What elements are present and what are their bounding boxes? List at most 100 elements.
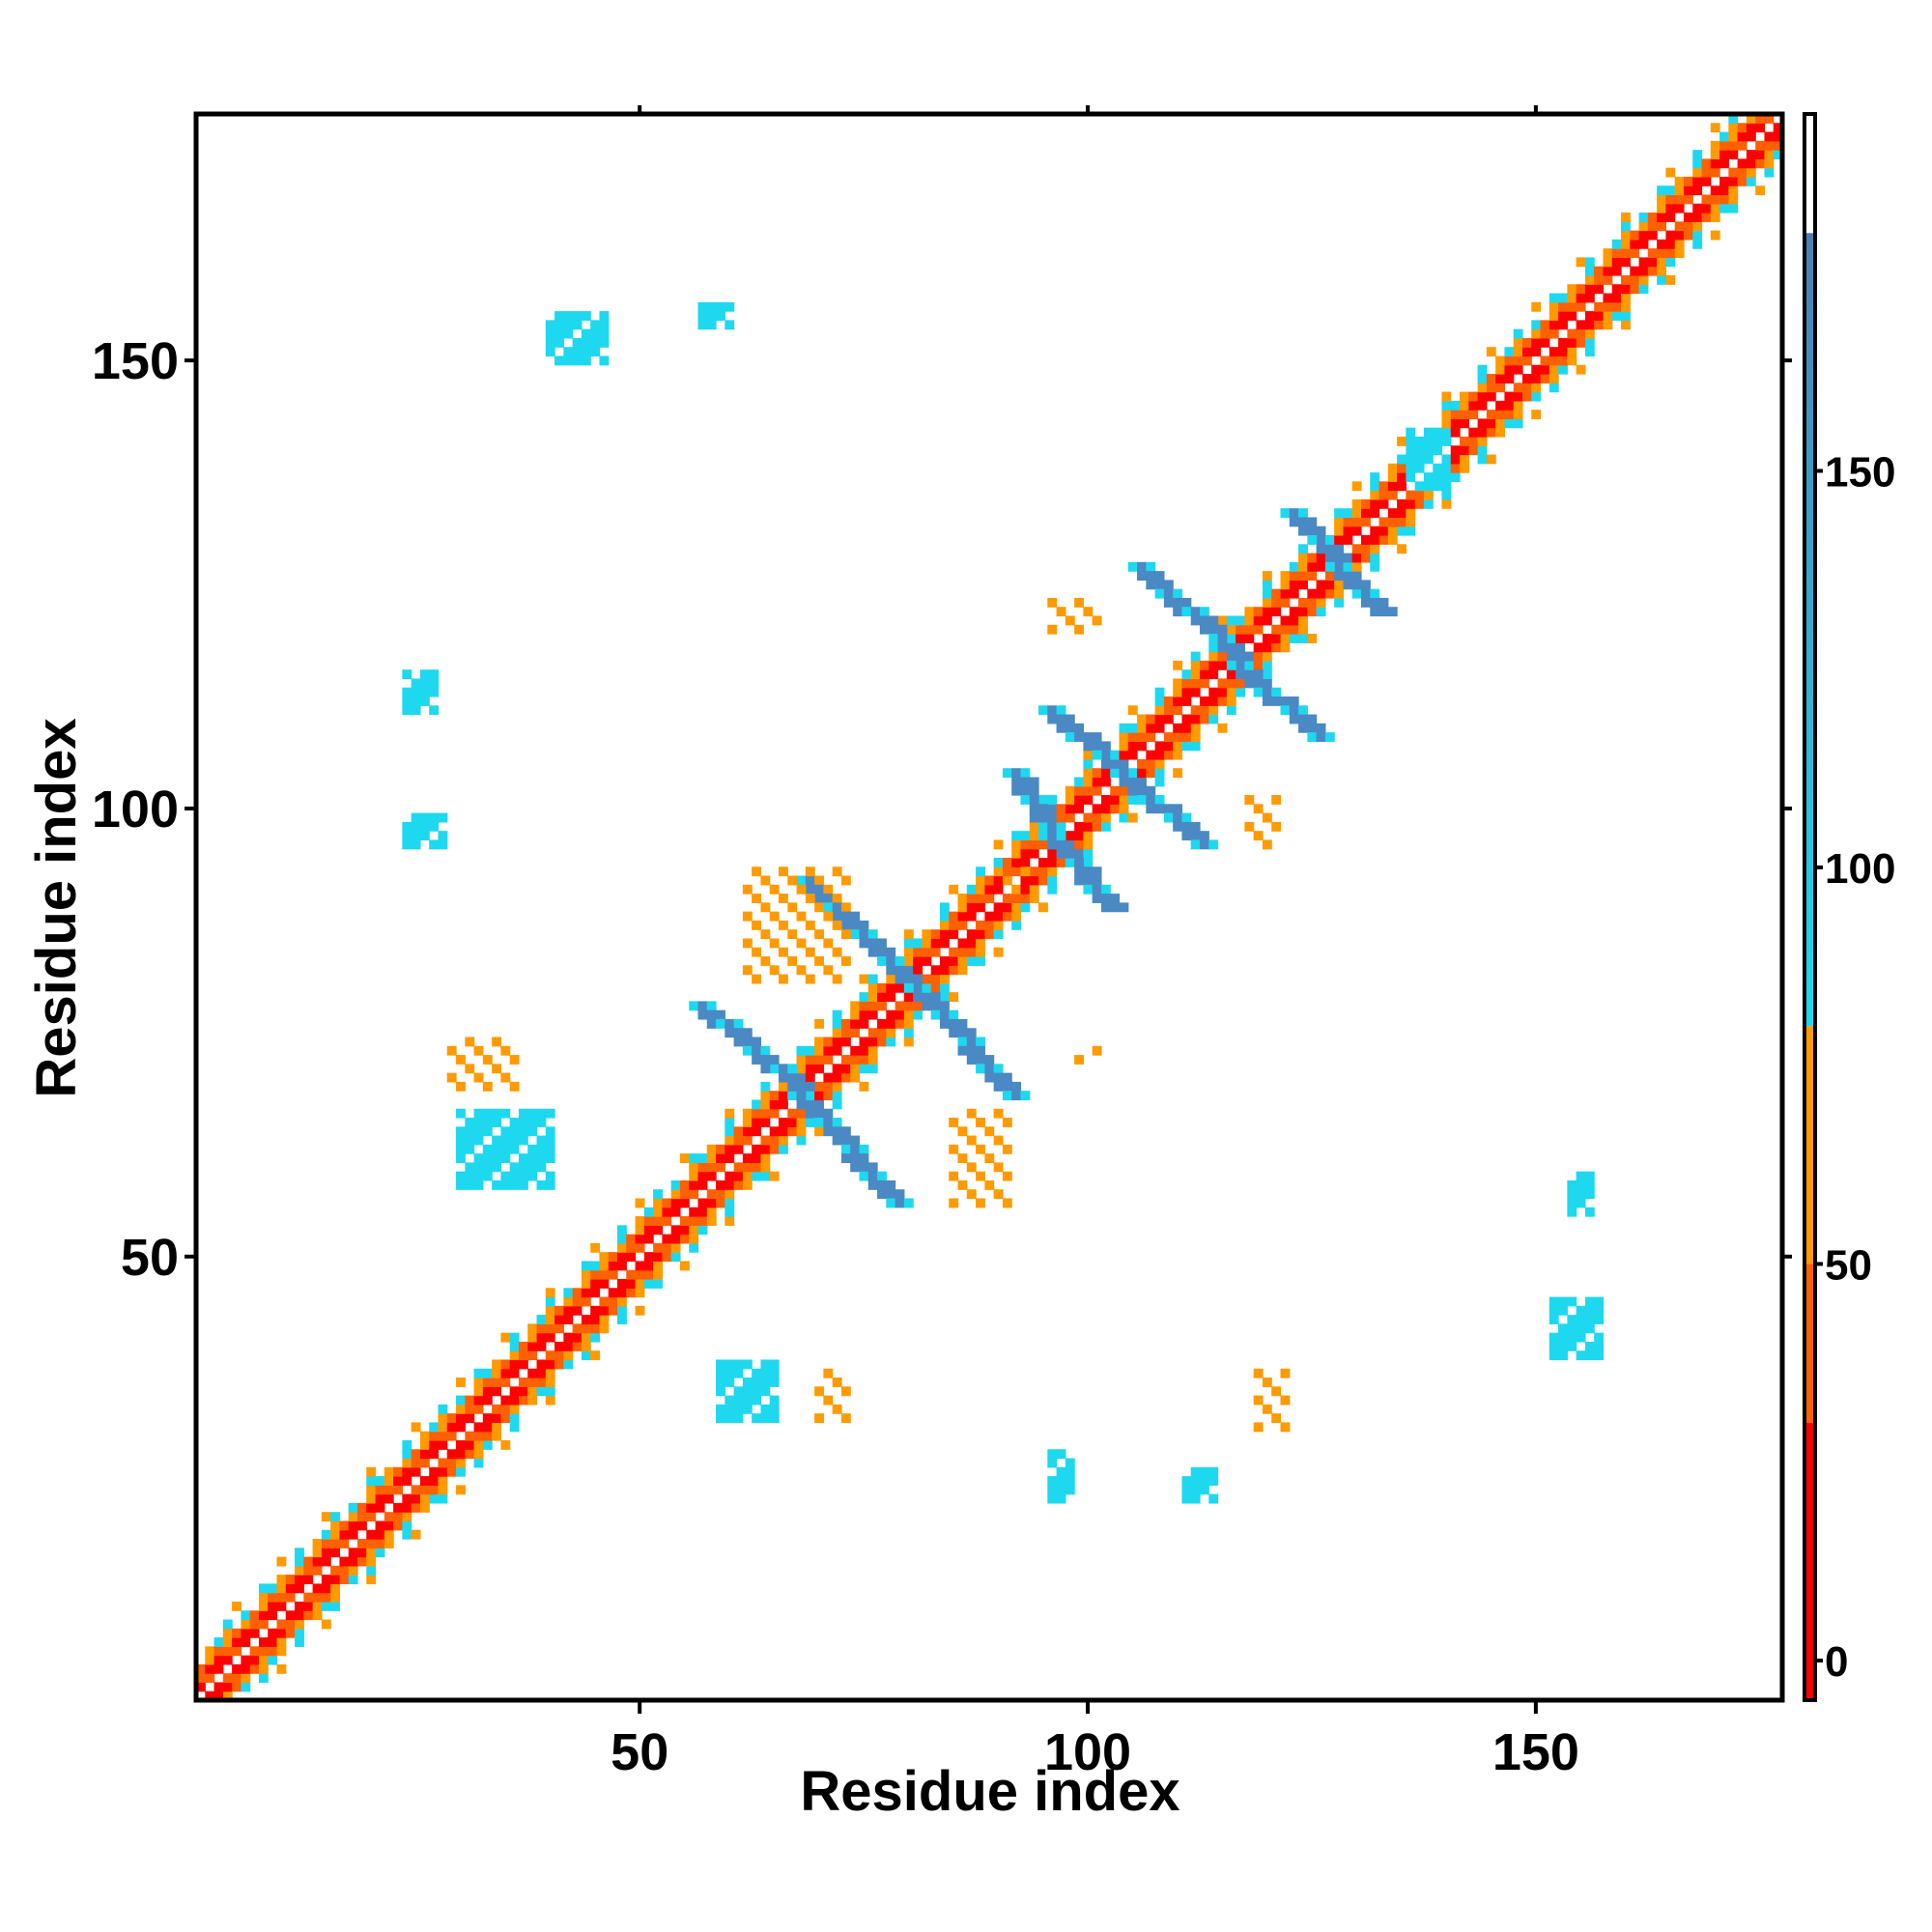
heatmap-cell: [1477, 374, 1488, 384]
heatmap-cell: [1307, 597, 1318, 608]
heatmap-cell: [446, 1431, 457, 1441]
heatmap-cell: [1002, 1091, 1012, 1101]
heatmap-cell: [895, 1001, 905, 1011]
heatmap-cell: [859, 1153, 869, 1163]
heatmap-cell: [706, 1189, 717, 1200]
heatmap-cell: [1029, 839, 1039, 850]
heatmap-cell: [1200, 705, 1209, 716]
heatmap-cell: [419, 687, 430, 697]
heatmap-cell: [1621, 274, 1631, 285]
heatmap-cell: [1047, 821, 1058, 832]
heatmap-cell: [213, 1637, 224, 1647]
heatmap-cell: [411, 696, 421, 706]
heatmap-cell: [796, 1126, 807, 1137]
heatmap-cell: [303, 1601, 314, 1611]
heatmap-cell: [563, 320, 574, 330]
heatmap-cell: [769, 884, 780, 895]
heatmap-cell: [1576, 1315, 1586, 1324]
heatmap-cell: [500, 1378, 511, 1387]
heatmap-cell: [1630, 230, 1640, 241]
heatmap-cell: [984, 911, 995, 922]
heatmap-cell: [742, 1135, 753, 1146]
heatmap-cell: [1378, 607, 1389, 617]
heatmap-cell: [867, 1001, 878, 1011]
heatmap-cell: [787, 956, 798, 966]
heatmap-cell: [742, 1179, 753, 1190]
heatmap-cell: [653, 1216, 663, 1226]
heatmap-cell: [232, 1646, 242, 1657]
heatmap-cell: [1083, 812, 1094, 823]
heatmap-cell: [733, 1028, 744, 1038]
heatmap-cell: [482, 1395, 493, 1406]
heatmap-cell: [1029, 831, 1039, 841]
heatmap-cell: [1181, 1485, 1192, 1495]
heatmap-cell: [456, 1055, 466, 1065]
heatmap-cell: [268, 1592, 278, 1603]
heatmap-cell: [1298, 634, 1308, 643]
heatmap-cell: [500, 1368, 511, 1378]
heatmap-cell: [993, 1189, 1004, 1200]
heatmap-cell: [1351, 544, 1362, 554]
heatmap-cell: [867, 1179, 878, 1190]
heatmap-cell: [1728, 150, 1739, 159]
heatmap-cell: [913, 1001, 923, 1011]
heatmap-cell: [724, 1395, 735, 1406]
heatmap-cell: [1746, 114, 1756, 124]
heatmap-cell: [1190, 1485, 1201, 1495]
heatmap-cell: [742, 1118, 753, 1127]
heatmap-cell: [258, 1646, 269, 1657]
heatmap-cell: [1002, 902, 1012, 913]
heatmap-cell: [1029, 812, 1039, 823]
heatmap-cell: [241, 1637, 251, 1647]
heatmap-cell: [903, 1198, 914, 1208]
heatmap-cell: [456, 1153, 466, 1163]
heatmap-cell: [752, 1162, 762, 1173]
heatmap-cell: [1414, 490, 1425, 500]
heatmap-cell: [1548, 328, 1559, 339]
heatmap-cell: [492, 1179, 502, 1190]
heatmap-cell: [805, 974, 815, 984]
heatmap-cell: [1414, 436, 1425, 446]
heatmap-cell: [1173, 812, 1183, 823]
heatmap-cell: [769, 1126, 780, 1137]
heatmap-cell: [1127, 561, 1138, 572]
heatmap-cell: [366, 1476, 377, 1486]
heatmap-cell: [840, 1153, 851, 1163]
heatmap-cell: [1692, 176, 1703, 186]
heatmap-cell: [724, 1216, 735, 1226]
heatmap-cell: [1370, 588, 1380, 599]
heatmap-cell: [716, 1162, 725, 1173]
heatmap-cell: [1630, 274, 1640, 285]
heatmap-cell: [1065, 804, 1075, 814]
heatmap-cell: [1280, 1368, 1291, 1378]
heatmap-cell: [545, 1296, 555, 1307]
heatmap-cell: [465, 1439, 475, 1450]
heatmap-cell: [1298, 597, 1308, 608]
heatmap-cell: [840, 1037, 851, 1047]
heatmap-cell: [1567, 1332, 1577, 1343]
heatmap-cell: [1056, 607, 1066, 617]
heatmap-cell: [877, 992, 887, 1003]
heatmap-cell: [1029, 848, 1039, 859]
heatmap-cell: [1370, 535, 1380, 545]
heatmap-cell: [778, 1099, 788, 1110]
heatmap-cell: [1665, 194, 1676, 205]
heatmap-cell: [626, 1234, 637, 1244]
heatmap-cell: [769, 1135, 780, 1146]
heatmap-cell: [402, 839, 412, 850]
heatmap-cell: [1692, 221, 1703, 232]
heatmap-cell: [1370, 561, 1380, 572]
heatmap-cell: [473, 1153, 484, 1163]
heatmap-cell: [1630, 266, 1640, 276]
heatmap-cell: [1567, 293, 1577, 303]
heatmap-cell: [1360, 580, 1371, 590]
heatmap-cell: [814, 929, 824, 940]
heatmap-cell: [1002, 1171, 1012, 1181]
heatmap-cell: [1056, 1449, 1066, 1460]
heatmap-cell: [1737, 176, 1747, 186]
heatmap-cell: [823, 965, 834, 976]
heatmap-cell: [500, 1179, 511, 1190]
heatmap-cell: [993, 911, 1004, 922]
heatmap-cell: [922, 956, 932, 966]
